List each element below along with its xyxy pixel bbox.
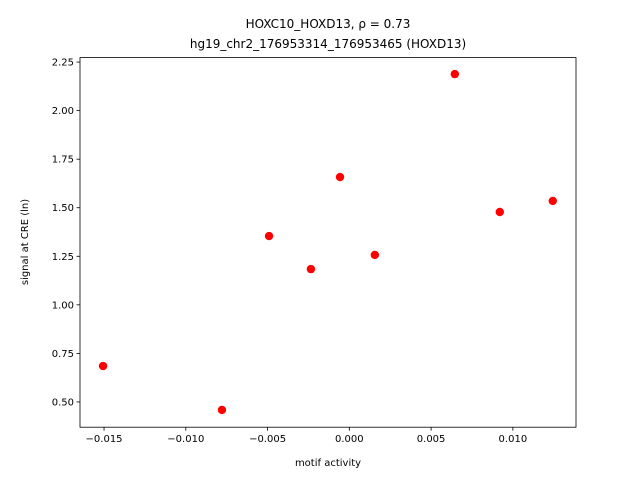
point — [450, 69, 460, 79]
point — [548, 196, 557, 206]
point — [495, 207, 504, 217]
point — [217, 405, 227, 415]
point — [264, 231, 274, 241]
y-tick-label: 1.50 — [52, 203, 74, 214]
y-tick-label: 1.75 — [52, 155, 74, 166]
x-tick-label: 0.005 — [417, 434, 446, 445]
plot-frame — [79, 57, 577, 428]
chart-subtitle: hg19_chr2_176953314_176953465 (HOXD13) — [190, 37, 466, 51]
point — [306, 264, 316, 274]
x-tick-label: −0.015 — [86, 434, 123, 445]
x-tick-label: 0.000 — [335, 434, 364, 445]
x-tick-label: 0.010 — [499, 434, 528, 445]
y-tick-label: 0.50 — [52, 397, 74, 408]
point — [370, 250, 380, 260]
y-tick-label: 1.25 — [52, 252, 74, 263]
x-tick-label: −0.005 — [249, 434, 286, 445]
y-tick-label: 0.75 — [52, 349, 74, 360]
y-tick-label: 2.25 — [52, 58, 74, 69]
y-tick-label: 1.00 — [52, 300, 74, 311]
chart-title: HOXC10_HOXD13, ρ = 0.73 — [246, 17, 411, 31]
x-axis-label: motif activity — [295, 458, 361, 469]
y-tick-label: 2.00 — [52, 106, 74, 117]
x-tick-label: −0.010 — [167, 434, 204, 445]
y-axis-label: signal at CRE (ln) — [20, 199, 31, 285]
point — [98, 361, 108, 371]
point — [335, 172, 345, 182]
